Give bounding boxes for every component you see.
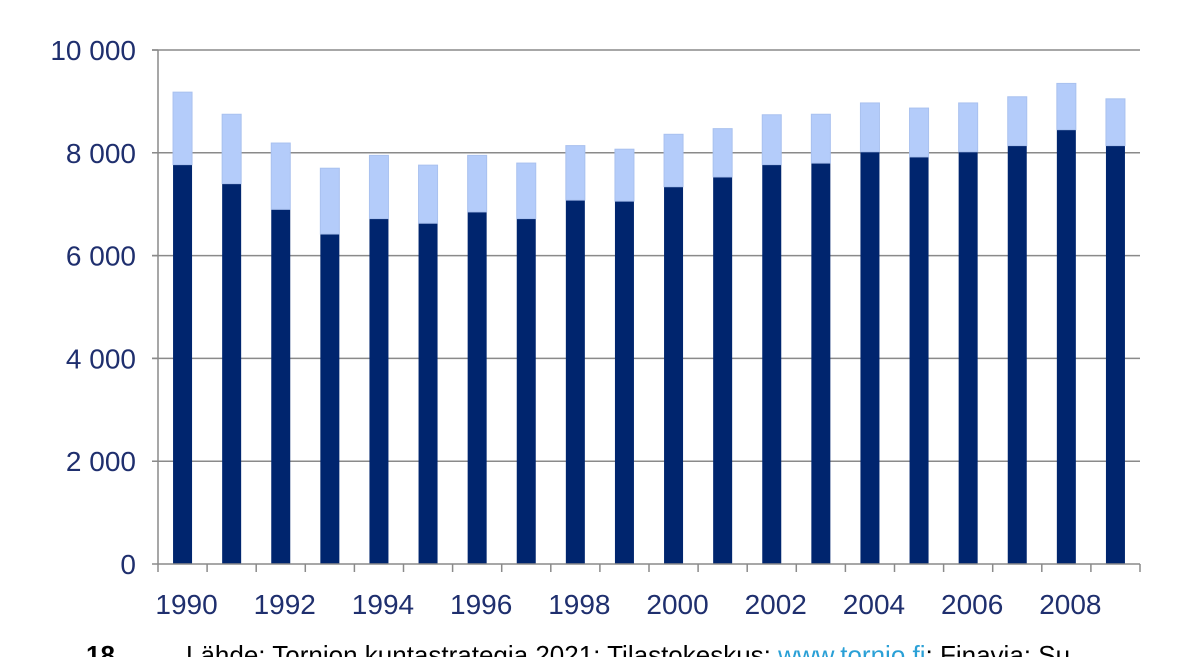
- bar-segment-2005-s2: [909, 107, 930, 158]
- bar-segment-1991-s1: [222, 183, 242, 564]
- bar-segment-1992-s1: [271, 209, 291, 564]
- bar-segment-2008-s2: [1056, 82, 1077, 131]
- bar-segment-2003-s1: [811, 163, 831, 564]
- bar-segment-2005-s1: [909, 156, 929, 565]
- axes: [152, 49, 1141, 572]
- x-tick-label: 1998: [548, 589, 610, 620]
- x-tick-label: 2006: [941, 589, 1003, 620]
- source-suffix: ; Finavia; Su: [925, 640, 1071, 657]
- bar-segment-2009-s1: [1105, 145, 1125, 564]
- bar-segment-2007-s2: [1007, 96, 1028, 147]
- gridlines: [152, 49, 1140, 462]
- bar-segment-1992-s2: [270, 142, 291, 210]
- bar-segment-1998-s1: [565, 200, 585, 564]
- bar-segment-1990-s2: [172, 91, 193, 166]
- x-tick-label: 2004: [843, 589, 905, 620]
- x-tick-label: 1992: [254, 589, 316, 620]
- bar-segment-1997-s1: [516, 218, 536, 565]
- bar-segment-1991-s2: [221, 113, 242, 185]
- slide-footer: 18 Lähde: Tornion kuntastrategia 2021; T…: [0, 636, 1198, 657]
- bar-segment-1994-s1: [369, 218, 389, 565]
- y-tick-label: 10 000: [50, 35, 136, 66]
- bar-segment-2009-s2: [1105, 98, 1126, 147]
- x-tick-label: 2002: [745, 589, 807, 620]
- y-tick-label: 2 000: [66, 446, 136, 477]
- source-note: Lähde: Tornion kuntastrategia 2021; Tila…: [186, 640, 1070, 657]
- bars: [172, 82, 1126, 565]
- bar-segment-2003-s2: [810, 113, 831, 164]
- y-tick-label: 8 000: [66, 138, 136, 169]
- x-tick-label: 1994: [352, 589, 414, 620]
- y-tick-labels: 0 2 000 4 000 6 000 8 000 10 000: [50, 35, 136, 580]
- bar-segment-1996-s1: [467, 211, 487, 564]
- bar-segment-2002-s1: [762, 164, 782, 564]
- bar-segment-1995-s1: [418, 223, 438, 564]
- bar-segment-1997-s2: [516, 162, 537, 220]
- bar-segment-2006-s2: [958, 102, 979, 153]
- x-tick-label: 1996: [450, 589, 512, 620]
- x-tick-labels: 1990 1992 1994 1996 1998 2000 2002 2004 2006 2008: [155, 589, 1101, 620]
- source-prefix: Lähde: Tornion kuntastrategia 2021; Tila…: [186, 640, 779, 657]
- bar-segment-2001-s1: [713, 176, 733, 564]
- bar-segment-2004-s2: [859, 102, 880, 153]
- y-tick-label: 6 000: [66, 241, 136, 272]
- bar-segment-2006-s1: [958, 151, 978, 564]
- bar-segment-2002-s2: [761, 114, 782, 166]
- x-tick-label: 2008: [1039, 589, 1101, 620]
- x-tick-label: 1990: [155, 589, 217, 620]
- source-link[interactable]: www.tornio.fi: [778, 640, 926, 657]
- bar-segment-1996-s2: [467, 154, 488, 213]
- bar-segment-1990-s1: [173, 164, 193, 564]
- page-number: 18: [86, 640, 115, 657]
- bar-segment-2004-s1: [860, 151, 880, 564]
- y-tick-label: 4 000: [66, 343, 136, 374]
- bar-segment-1999-s2: [614, 148, 635, 202]
- bar-segment-1993-s1: [320, 234, 340, 564]
- bar-chart: 0 2 000 4 000 6 000 8 000 10 000 1990 1992 1994…: [50, 35, 1141, 620]
- y-tick-label: 0: [120, 549, 136, 580]
- bar-segment-2007-s1: [1007, 145, 1027, 564]
- bar-segment-2000-s1: [664, 186, 684, 564]
- bar-segment-1998-s2: [565, 145, 586, 201]
- x-tick-label: 2000: [646, 589, 708, 620]
- bar-segment-1995-s2: [418, 164, 439, 224]
- bar-segment-1993-s2: [319, 167, 340, 235]
- bar-segment-2000-s2: [663, 133, 684, 188]
- bar-segment-2008-s1: [1056, 129, 1076, 565]
- bar-segment-2001-s2: [712, 128, 733, 178]
- bar-segment-1994-s2: [368, 154, 389, 220]
- bar-segment-1999-s1: [614, 201, 634, 564]
